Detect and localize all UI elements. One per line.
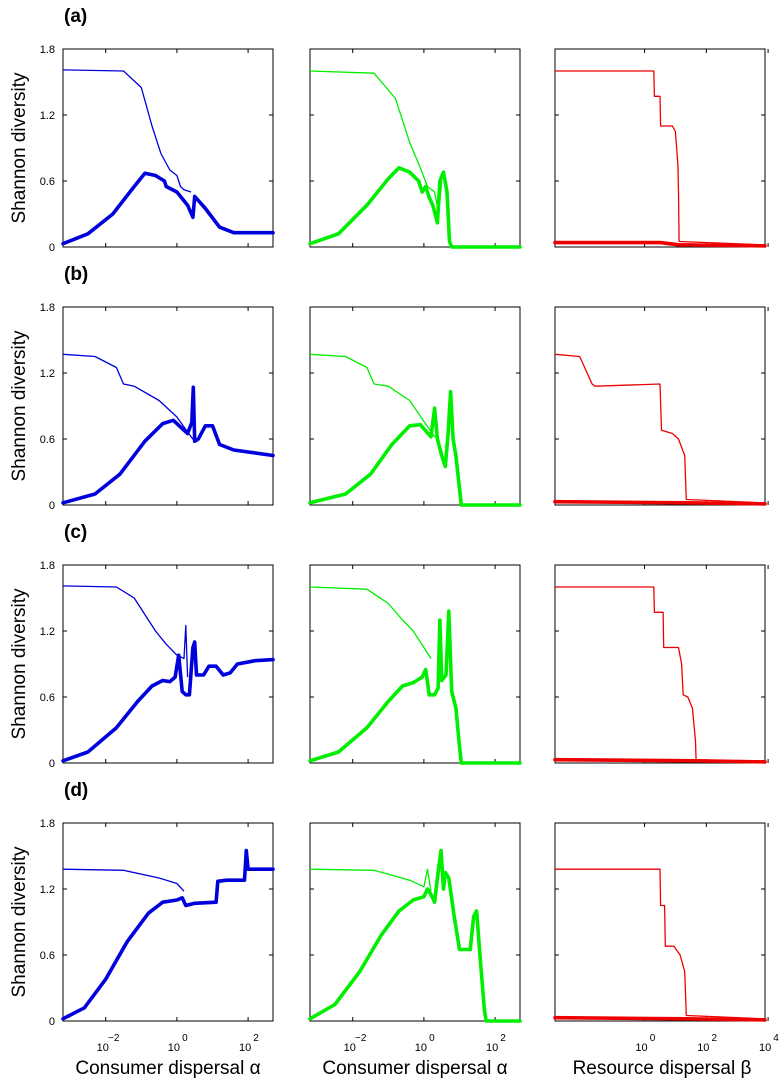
series-line-thin (309, 868, 432, 892)
x-tick-exponent: 4 (773, 1033, 779, 1044)
x-tick-label: 10 (168, 1042, 180, 1054)
series-line-thick (308, 609, 522, 765)
x-tick-exponent: 2 (500, 1033, 506, 1044)
panel-2-2 (308, 306, 522, 507)
series-line-thin (555, 586, 765, 762)
plot-frame (554, 822, 766, 1022)
plot-frame (554, 564, 766, 764)
plot-frame (62, 306, 274, 506)
x-tick-exponent: 0 (182, 1033, 188, 1044)
series-line-thick (553, 499, 767, 506)
panel-1-2 (308, 48, 522, 249)
y-tick-label: 0.6 (40, 692, 55, 704)
x-tick-label: 10 (239, 1042, 251, 1054)
series-line-thick (308, 166, 522, 249)
x-tick-exponent: 0 (429, 1033, 435, 1044)
plot-frame (309, 48, 521, 248)
x-tick-exponent: −2 (108, 1033, 120, 1044)
y-axis-label: Shannon diversity (9, 846, 30, 998)
y-tick-label: 0.6 (40, 176, 55, 188)
series-line-thin (555, 868, 766, 1020)
panel-label: (c) (64, 522, 87, 543)
x-axis-label: Resource dispersal β (573, 1058, 752, 1079)
x-tick-exponent: 2 (253, 1033, 259, 1044)
y-tick-label: 1.2 (40, 884, 55, 896)
series-line-thin (555, 70, 766, 246)
x-tick-label: 10 (344, 1042, 356, 1054)
plot-frame (554, 306, 766, 506)
panel-1-3 (553, 48, 769, 248)
series-line-thick (553, 757, 767, 764)
x-tick-exponent: 2 (712, 1033, 718, 1044)
panel-3-3 (553, 564, 769, 764)
panel-3-1: 0 0.6 1.2 1.8 (40, 560, 275, 770)
series-line-thick (61, 848, 275, 1021)
x-tick-label: 10 (97, 1042, 109, 1054)
x-axis-label: Consumer dispersal α (75, 1058, 260, 1079)
x-tick-label: 10 (486, 1042, 498, 1054)
series-line-thick (61, 640, 275, 763)
y-axis-label: Shannon diversity (9, 72, 30, 224)
y-tick-label: 0.6 (40, 434, 55, 446)
x-tick-exponent: 0 (650, 1033, 656, 1044)
series-line-thin (309, 586, 432, 659)
plot-frame (309, 306, 521, 506)
series-line-thick (308, 848, 522, 1023)
y-tick-label: 1.8 (40, 818, 55, 830)
y-axis-label: Shannon diversity (9, 330, 30, 482)
series-line-thin (62, 69, 192, 193)
x-axis-label: Consumer dispersal α (322, 1058, 507, 1079)
plot-frame (309, 564, 521, 764)
y-tick-label: 0 (49, 1016, 55, 1028)
series-line-thick (61, 385, 275, 505)
plot-frame (62, 48, 274, 248)
y-tick-label: 0.6 (40, 950, 55, 962)
plot-frame (309, 822, 521, 1022)
y-tick-label: 0 (49, 500, 55, 512)
series-line-thick (61, 171, 275, 246)
x-tick-label: 10 (697, 1042, 709, 1054)
y-tick-label: 1.2 (40, 368, 55, 380)
y-tick-label: 1.8 (40, 560, 55, 572)
panel-label: (b) (64, 264, 88, 285)
x-tick-label: 10 (635, 1042, 647, 1054)
series-line-thick (553, 1015, 767, 1022)
x-tick-label: 10 (759, 1042, 771, 1054)
series-line-thin (554, 353, 766, 504)
panel-3-2 (308, 564, 522, 765)
panel-1-1: 0 0.6 1.2 1.8 (40, 44, 275, 254)
y-tick-label: 1.2 (40, 626, 55, 638)
y-tick-label: 0 (49, 242, 55, 254)
panel-2-3 (553, 306, 769, 506)
x-tick-exponent: −2 (355, 1033, 367, 1044)
y-tick-label: 1.8 (40, 44, 55, 56)
y-axis-label: Shannon diversity (9, 588, 30, 740)
y-tick-label: 1.2 (40, 110, 55, 122)
panel-label: (d) (64, 780, 88, 801)
series-line-thick (553, 240, 767, 248)
x-tick-label: 10 (415, 1042, 427, 1054)
series-line-thick (308, 389, 522, 507)
panel-label: (a) (64, 6, 87, 27)
series-line-thin (62, 868, 185, 892)
y-tick-label: 1.8 (40, 302, 55, 314)
y-tick-label: 0 (49, 758, 55, 770)
plot-frame (554, 48, 766, 248)
panel-2-1: 0 0.6 1.2 1.8 (40, 302, 275, 512)
series-line-thin (62, 585, 189, 678)
